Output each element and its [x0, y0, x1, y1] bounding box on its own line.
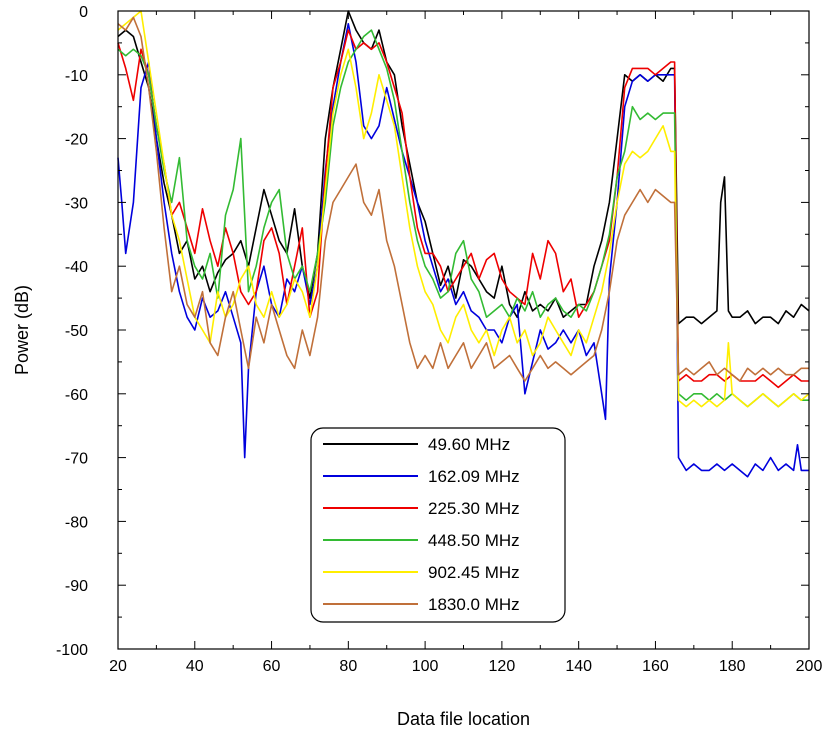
- series-line-1: [117, 22, 809, 478]
- y-tick-label-7: -70: [65, 451, 88, 468]
- legend-label-5: 1830.0 MHz: [428, 595, 520, 614]
- y-tick-label-4: -40: [65, 259, 88, 276]
- x-tick-label-2: 60: [263, 658, 281, 675]
- x-tick-label-5: 120: [489, 658, 516, 675]
- x-tick-label-0: 20: [109, 658, 127, 675]
- y-tick-label-10: -100: [56, 642, 88, 659]
- x-tick-label-6: 140: [565, 658, 592, 675]
- legend-label-4: 902.45 MHz: [428, 563, 520, 582]
- legend-label-1: 162.09 MHz: [428, 467, 520, 486]
- y-tick-label-2: -20: [65, 132, 88, 149]
- y-tick-label-3: -30: [65, 195, 88, 212]
- x-tick-label-7: 160: [642, 658, 669, 675]
- x-tick-label-9: 200: [796, 658, 823, 675]
- x-tick-label-3: 80: [339, 658, 357, 675]
- y-tick-label-0: 0: [79, 4, 88, 21]
- legend-box: [310, 427, 566, 623]
- legend: 49.60 MHz 162.09 MHz 225.30 MHz 448.50 MHz 9…: [310, 427, 566, 623]
- y-tick-label-8: -80: [65, 514, 88, 531]
- y-tick-label-9: -90: [65, 578, 88, 595]
- y-tick-label-5: -50: [65, 323, 88, 340]
- y-axis-title: Power (dB): [12, 285, 32, 375]
- series-line-0: [117, 10, 810, 325]
- series-line-3: [117, 29, 809, 408]
- x-tick-label-1: 40: [186, 658, 204, 675]
- y-tick-label-1: -10: [65, 68, 88, 85]
- series-line-4: [117, 10, 810, 408]
- series-layer: [117, 10, 810, 478]
- series-line-5: [117, 16, 809, 382]
- legend-label-0: 49.60 MHz: [428, 435, 510, 454]
- y-tick-label-6: -60: [65, 387, 88, 404]
- legend-label-3: 448.50 MHz: [428, 531, 520, 550]
- x-tick-label-8: 180: [719, 658, 746, 675]
- ticks-layer: 20 40 60 80 100 120 140 160 180 200 0 -10 -20 -30 -40 -…: [56, 4, 822, 675]
- x-tick-label-4: 100: [412, 658, 439, 675]
- legend-label-2: 225.30 MHz: [428, 499, 520, 518]
- x-axis-title: Data file location: [397, 709, 530, 729]
